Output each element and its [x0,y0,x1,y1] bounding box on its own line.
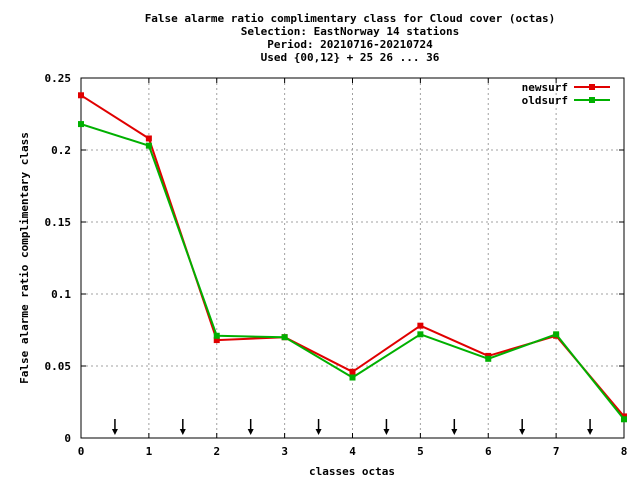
data-point-oldsurf [485,355,492,362]
class-boundary-arrow-head [519,429,526,435]
title-line-1: False alarme ratio complimentary class f… [145,12,556,25]
y-tick-label: 0.15 [45,216,72,229]
chart-title: False alarme ratio complimentary class f… [145,12,556,64]
x-tick-label: 8 [621,445,628,458]
y-tick-label: 0.2 [51,144,71,157]
x-tick-label: 1 [146,445,153,458]
x-tick-label: 7 [553,445,560,458]
class-boundary-arrow-head [247,429,254,435]
y-tick-label: 0 [64,432,71,445]
x-axis-ticks: 0 1 2 3 4 5 6 7 8 [78,78,628,458]
data-point-newsurf [213,337,220,344]
series-lines [78,92,627,423]
x-tick-label: 4 [349,445,356,458]
x-tick-label: 3 [281,445,288,458]
data-point-oldsurf [145,142,152,149]
legend-marker-newsurf [589,84,595,90]
legend-label-newsurf: newsurf [522,81,568,94]
y-axis-label: False alarme ratio complimentary class [18,132,31,384]
data-point-oldsurf [417,331,424,338]
title-line-3: Period: 20210716-20210724 [267,38,433,51]
class-boundary-arrow-head [179,429,186,435]
data-point-newsurf [417,322,424,329]
data-point-newsurf [145,135,152,142]
class-boundary-arrow-head [315,429,322,435]
data-point-oldsurf [349,374,356,381]
x-tick-label: 0 [78,445,85,458]
data-point-oldsurf [281,334,288,341]
x-tick-label: 2 [213,445,220,458]
class-boundary-arrow-head [111,429,118,435]
class-boundary-markers [111,419,594,435]
x-tick-label: 5 [417,445,424,458]
x-tick-label: 6 [485,445,492,458]
legend-label-oldsurf: oldsurf [522,94,568,107]
class-boundary-arrow-head [587,429,594,435]
data-point-oldsurf [78,121,84,128]
y-tick-label: 0.1 [51,288,71,301]
data-point-oldsurf [213,332,220,339]
data-point-newsurf [78,92,84,99]
data-point-oldsurf [621,416,627,423]
class-boundary-arrow-head [383,429,390,435]
y-tick-label: 0.05 [45,360,72,373]
y-axis-ticks: 0 0.05 0.1 0.15 0.2 0.25 [45,72,624,445]
data-point-newsurf [349,368,356,375]
data-point-oldsurf [553,331,560,338]
x-axis-label: classes octas [309,465,395,478]
legend-marker-oldsurf [589,97,595,103]
grid [81,78,624,438]
title-line-2: Selection: EastNorway 14 stations [241,25,460,38]
title-line-4: Used {00,12} + 25 26 ... 36 [261,51,440,64]
y-tick-label: 0.25 [45,72,72,85]
class-boundary-arrow-head [451,429,458,435]
